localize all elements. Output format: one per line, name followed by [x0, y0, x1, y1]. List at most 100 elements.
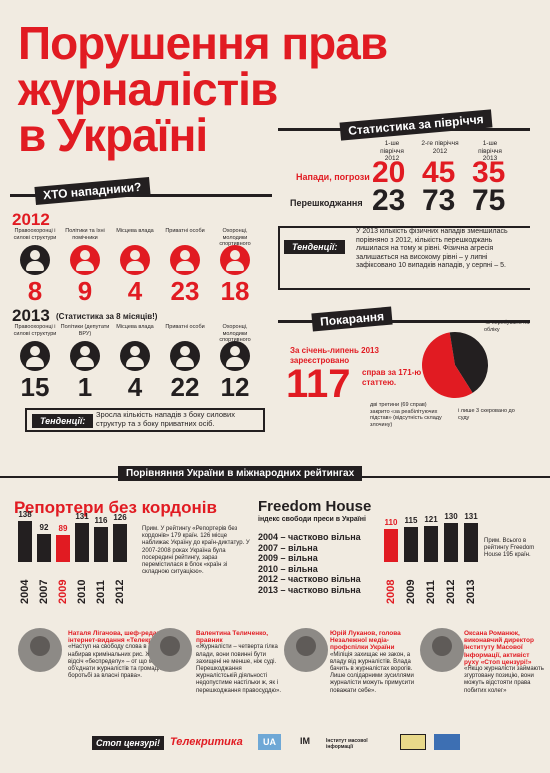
attacker-group: Місцева влада 4: [110, 324, 160, 400]
bar-year-label: 2009: [405, 579, 417, 604]
quote-block: Юрій Луканов, голова Незалежної медіа-пр…: [330, 630, 422, 695]
quote-block: Наталя Лігачова, шеф-редактор інтернет-в…: [68, 630, 186, 680]
punishment-number: 117: [286, 362, 351, 406]
group-label: Місцева влада: [116, 324, 154, 330]
bar: [94, 527, 108, 562]
year-2013: 2013: [12, 306, 50, 325]
guard-icon: [220, 341, 250, 371]
quote-author: Валентина Теличенко, правник: [196, 630, 269, 645]
bar: [424, 526, 438, 562]
ukraine-flag-icon: [434, 734, 460, 750]
police-icon: [20, 245, 50, 275]
attackers-2013-row: Правоохоронці і силові структури 15 Полі…: [10, 324, 260, 400]
group-label: Охоронці, молодики спортивного вигляду: [219, 324, 251, 350]
bar-value-label: 130: [444, 512, 458, 521]
bar-value-label: 110: [384, 518, 398, 527]
bar: [464, 523, 478, 562]
private-person-icon: [170, 341, 200, 371]
punishment-heading: Покарання: [311, 306, 393, 332]
logo-imi: Інститут масової інформації: [326, 738, 368, 750]
bar-year-label: 2011: [95, 580, 107, 604]
rsf-chart: 138 2004 92 2007 89 2009 131 2010 116 2011 126 2012: [18, 511, 130, 606]
trends-label: Тенденції:: [32, 414, 94, 428]
avatar: [148, 628, 192, 672]
group-label: Охоронці, молодики спортивного вигляду: [219, 228, 251, 254]
fh-row: 2007 – вільна: [258, 542, 318, 553]
stats-trends-text: У 2013 кількість фізичних нападів зменши…: [356, 228, 508, 270]
stats-row2-value: 73: [422, 184, 456, 217]
fh-subtitle: індекс свободи преси в Україні: [258, 516, 366, 523]
bar-year-label: 2011: [425, 580, 437, 604]
fh-row: 2012 – частково вільна: [258, 574, 361, 584]
pie-slice: [455, 332, 488, 393]
attackers-2012-row: Правоохоронці і силові структури 8 Політ…: [10, 228, 260, 304]
quote-text: «Журналісти – четверта гілка влади, вони…: [196, 644, 282, 694]
group-label: Приватні особи: [165, 228, 205, 234]
bar-value-label: 89: [58, 524, 68, 533]
logo-im: ІМ: [300, 736, 310, 746]
attacker-group: Правоохоронці і силові структури 8: [10, 228, 60, 304]
bar-year-label: 2012: [114, 579, 126, 604]
avatar: [18, 628, 62, 672]
stats-row2-value: 75: [472, 184, 506, 217]
group-value: 4: [127, 276, 143, 306]
attacker-group: Приватні особи 23: [160, 228, 210, 304]
politician-icon: [70, 245, 100, 275]
official-icon: [120, 245, 150, 275]
attacker-group: Приватні особи 22: [160, 324, 210, 400]
punishment-unit: справ за 171-ю статтею.: [362, 368, 422, 387]
bar-value-label: 126: [113, 513, 127, 522]
group-value: 1: [77, 372, 93, 402]
fh-row: 2010 – вільна: [258, 563, 318, 574]
police-icon: [20, 341, 50, 371]
bar: [18, 521, 32, 562]
fh-list: 2004 – частково вільна 2007 – вільна 200…: [258, 532, 361, 595]
quote-author: Оксана Романюк, виконавчий директор Інст…: [464, 630, 534, 666]
bar-year-label: 2013: [465, 579, 477, 604]
stats-col-2: 2-ге півріччя 2012: [421, 140, 459, 155]
attackers-trends-text: Зросла кількість нападів з боку силових …: [96, 410, 235, 428]
title-line-3: в Україні: [18, 109, 208, 161]
year-2013-note: (Статистика за 8 місяців!): [56, 312, 158, 321]
group-value: 18: [220, 276, 250, 306]
group-label: Правоохоронці і силові структури: [13, 324, 57, 337]
year-2012: 2012: [12, 210, 50, 229]
pie-slice: [449, 332, 455, 365]
logo-stop-censorship: Стоп цензурі!: [92, 736, 165, 750]
attacker-group: Правоохоронці і силові структури 15: [10, 324, 60, 400]
bar-year-label: 2012: [445, 579, 457, 604]
logo-ua: UA: [258, 734, 281, 750]
group-label: Політики (депутати ВРУ): [60, 324, 110, 337]
title-line-1: Порушення прав: [18, 17, 388, 69]
quote-author: Наталя Лігачова, шеф-редактор інтернет-в…: [68, 630, 174, 645]
bar-value-label: 115: [404, 516, 418, 525]
private-person-icon: [170, 245, 200, 275]
punishment-intro: За січень-липень 2013 зареєстровано: [290, 346, 379, 365]
stats-trends-box: [278, 226, 530, 290]
attacker-group: Політики та їхні помічники 9: [60, 228, 110, 304]
group-value: 8: [27, 276, 43, 306]
stats-col-3: 1-ше півріччя 2013: [478, 140, 502, 162]
attackers-trends-box: [25, 408, 265, 432]
group-value: 12: [220, 372, 250, 402]
attacker-group: Охоронці, молодики спортивного вигляду 1…: [210, 228, 260, 304]
bar-year-label: 2008: [385, 579, 397, 604]
bar-value-label: 138: [18, 510, 32, 519]
group-value: 9: [77, 276, 93, 306]
fh-row: 2013 – частково вільна: [258, 584, 361, 595]
group-value: 15: [20, 372, 50, 402]
attacker-group: Місцева влада 4: [110, 228, 160, 304]
rsf-title: Репортери без кордонів: [14, 498, 217, 517]
bar: [37, 534, 51, 562]
stats-row1-value: 35: [472, 156, 506, 189]
bar-value-label: 131: [75, 512, 89, 521]
punishment-pie-chart: [422, 332, 488, 398]
attacker-group: Політики (депутати ВРУ) 1: [60, 324, 110, 400]
ratings-heading: Порівняння України в міжнародних рейтинг…: [118, 466, 363, 481]
bar: [404, 527, 418, 562]
rsf-note: Прим. У рейтингу «Репортерів без кордоні…: [142, 526, 250, 576]
stats-row1-value: 45: [422, 156, 456, 189]
fh-note: Прим. Всього в рейтингу Freedom House 19…: [484, 538, 535, 559]
pie-label-left: дві третини (69 справ) закрито «за реабі…: [370, 402, 442, 428]
bar-year-label: 2007: [38, 579, 50, 604]
